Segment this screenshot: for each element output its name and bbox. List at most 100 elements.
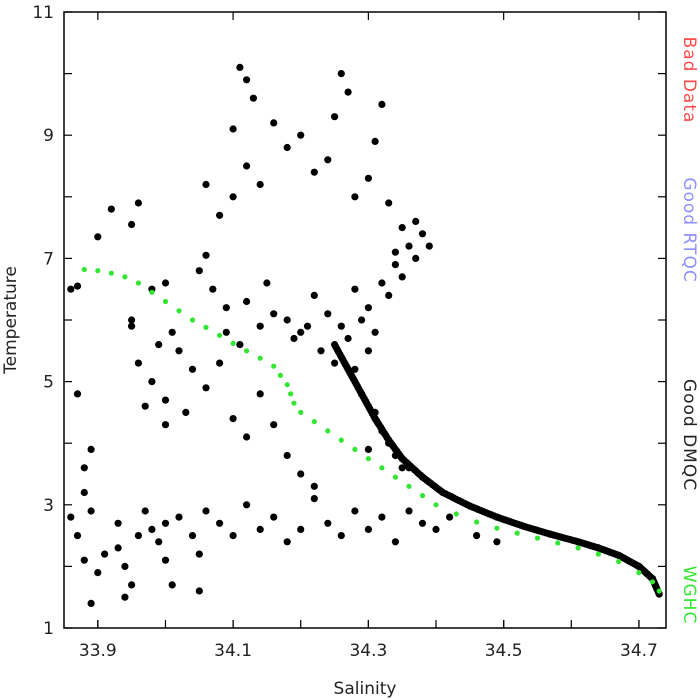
x-tick-label: 34.3 [349, 641, 387, 661]
dmqc-point [243, 297, 251, 306]
dmqc-point [141, 402, 149, 410]
wghc-point [176, 308, 182, 314]
dmqc-point [222, 328, 230, 336]
dmqc-point [87, 507, 95, 515]
dmqc-point [73, 390, 82, 398]
dmqc-point [378, 279, 386, 287]
dmqc-point [303, 322, 312, 330]
wghc-point [311, 419, 317, 425]
dmqc-point [297, 525, 305, 534]
dmqc-point [155, 538, 163, 546]
dmqc-point [229, 532, 237, 540]
dmqc-point [364, 174, 372, 182]
dmqc-point [378, 513, 386, 521]
wghc-point [217, 332, 223, 338]
y-tick-label: 9 [43, 126, 54, 146]
dmqc-point [310, 482, 318, 490]
dmqc-point [337, 532, 345, 540]
dmqc-point [128, 220, 136, 229]
dmqc-point [290, 334, 298, 343]
wghc-point [555, 540, 561, 546]
y-tick-label: 3 [43, 496, 54, 516]
dmqc-point [493, 538, 501, 546]
dmqc-point [283, 538, 291, 546]
dmqc-point [216, 519, 224, 527]
dmqc-point [80, 464, 88, 472]
dmqc-point [161, 279, 170, 287]
dmqc-point [243, 76, 251, 84]
wghc-point [433, 502, 439, 508]
dmqc-point [371, 137, 379, 145]
wghc-point [257, 355, 263, 361]
dmqc-point [364, 347, 372, 355]
wghc-point [338, 437, 344, 443]
dmqc-point [80, 556, 88, 564]
dmqc-point [371, 328, 379, 336]
dmqc-point [188, 532, 197, 540]
dmqc-point [425, 242, 433, 250]
dmqc-point [73, 282, 82, 290]
x-tick-label: 34.7 [620, 641, 658, 661]
dmqc-point [283, 451, 291, 460]
dmqc-point [256, 390, 264, 398]
dmqc-point [134, 199, 142, 207]
wghc-point [162, 298, 169, 305]
dmqc-point [446, 513, 454, 521]
wghc-point [135, 280, 141, 286]
dmqc-point [188, 365, 197, 373]
dmqc-point [101, 550, 109, 558]
legend-label: Good DMQC [679, 379, 699, 491]
wghc-point [298, 409, 304, 415]
dmqc-point [256, 322, 264, 330]
wghc-point [277, 372, 283, 378]
wghc-point [365, 456, 371, 462]
dmqc-point [344, 88, 352, 96]
legend: Bad Data Good RTQC Good DMQC WGHC [679, 37, 699, 625]
dmqc-point [202, 180, 210, 189]
dmqc-point [385, 439, 393, 447]
dmqc-point [121, 593, 129, 601]
dmqc-point [161, 519, 170, 527]
dmqc-point [324, 519, 332, 527]
wghc-point [379, 465, 385, 471]
wghc-point [649, 579, 656, 585]
dmqc-point [351, 285, 359, 293]
dmqc-point [249, 94, 257, 102]
dmqc-point [87, 599, 95, 608]
x-tick-label: 34.1 [214, 641, 252, 661]
dmqc-point [391, 261, 399, 269]
legend-label: Bad Data [679, 37, 699, 124]
dmqc-point [378, 100, 386, 108]
dmqc-point [418, 519, 427, 527]
dmqc-point [87, 445, 95, 453]
dmqc-point [216, 359, 224, 367]
dmqc-point [182, 408, 190, 416]
x-axis: 33.9 34.1 34.3 34.5 34.7 [79, 12, 658, 661]
dmqc-point [310, 291, 318, 299]
dmqc-point [236, 63, 244, 71]
dmqc-point [391, 538, 399, 546]
dmqc-point [94, 569, 102, 577]
dmqc-point [297, 131, 305, 139]
wghc-point [122, 274, 128, 280]
dmqc-point [270, 513, 278, 521]
wghc-point [230, 340, 236, 346]
dmqc-point [256, 525, 264, 534]
y-tick-label: 1 [43, 619, 54, 639]
dmqc-point [243, 433, 251, 441]
dmqc-point [161, 556, 170, 564]
dmqc-point [412, 254, 420, 262]
dmqc-point [331, 359, 339, 367]
dmqc-point [405, 464, 413, 472]
wghc-point [81, 266, 87, 273]
x-tick-label: 33.9 [79, 641, 117, 661]
dmqc-point [155, 341, 163, 349]
dmqc-point [398, 224, 406, 232]
dmqc-point [121, 562, 129, 571]
wghc-point [95, 268, 101, 274]
dmqc-point [405, 507, 413, 515]
dmqc-point [94, 233, 102, 241]
dmqc-point [310, 495, 318, 503]
wghc-point [108, 270, 114, 276]
dmqc-point [324, 156, 332, 164]
